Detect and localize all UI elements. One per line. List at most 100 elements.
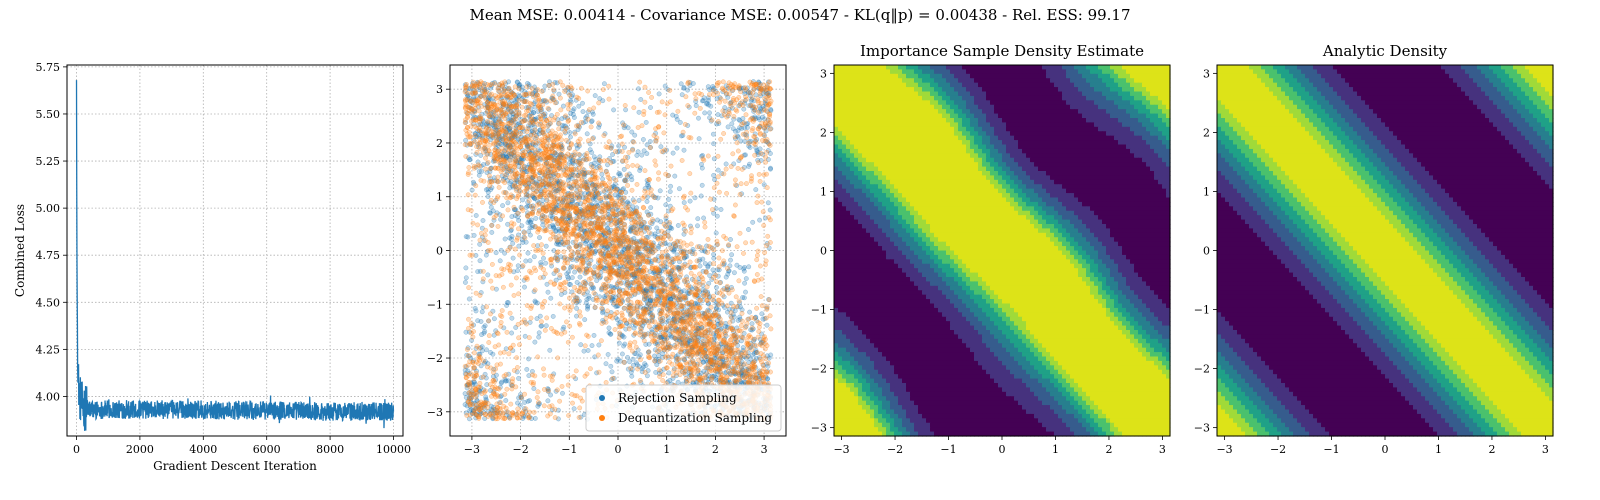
scatter-point [707,110,712,116]
scatter-point [471,181,477,187]
scatter-point [768,165,773,171]
scatter-point [550,313,556,319]
scatter-point [696,115,701,121]
scatter-point [494,123,500,128]
scatter-point [509,315,515,321]
scatter-point [571,374,577,379]
scatter-point [488,204,494,210]
scatter-point [495,142,501,148]
scatter-point [520,197,526,203]
scatter-point [636,285,642,291]
scatter-point [674,145,680,151]
scatter-point [646,90,652,95]
scatter-point [485,272,491,278]
scatter-point [502,236,508,242]
x-tick-label: −2 [512,443,528,456]
scatter-point [575,298,581,304]
scatter-point [711,141,717,147]
scatter-point [658,219,664,225]
scatter-point [463,275,469,281]
scatter-point [692,195,698,201]
scatter-point [483,187,489,193]
scatter-point [768,352,774,358]
scatter-point [518,394,524,400]
scatter-point [510,376,516,382]
scatter-point [711,337,717,343]
scatter-point [580,109,586,115]
scatter-point [504,300,510,306]
scatter-point [555,179,561,185]
scatter-point [541,255,546,261]
x-tick-label: 0 [73,443,80,456]
scatter-point [748,102,754,108]
scatter-point [655,228,661,234]
scatter-point [603,249,608,255]
scatter-point [699,182,705,188]
scatter-point [586,107,592,113]
loss-series-line [75,80,395,431]
scatter-point [466,296,472,302]
scatter-point [488,200,494,206]
scatter-point [484,103,490,108]
scatter-point [596,369,602,375]
scatter-point [716,189,722,195]
scatter-point [649,319,655,325]
scatter-point [736,298,742,304]
scatter-point [497,258,503,264]
scatter-point [473,308,479,314]
scatter-point [465,90,471,96]
scatter-point [490,351,496,357]
scatter-point [483,227,489,233]
scatter-point [559,185,565,191]
scatter-point [676,186,682,192]
scatter-point [732,134,738,140]
scatter-point [560,103,566,109]
scatter-point [737,117,743,123]
scatter-point [668,183,674,189]
scatter-point [490,134,496,140]
scatter-point [552,415,558,421]
scatter-point [542,172,548,178]
scatter-point [473,115,479,121]
scatter-point [695,367,701,373]
scatter-point [479,133,485,139]
scatter-point [493,250,499,256]
scatter-point [725,287,731,293]
scatter-point [629,373,635,379]
scatter-point [589,281,595,287]
scatter-point [707,341,713,346]
scatter-point [550,224,556,230]
scatter-point [638,97,644,102]
scatter-point [543,243,549,249]
scatter-point [578,190,584,196]
scatter-point [534,316,540,322]
scatter-point [526,113,532,119]
scatter-point [729,252,735,258]
scatter-point [743,112,749,118]
x-tick-label: 2 [712,443,719,456]
x-tick-label: 2000 [126,443,154,456]
scatter-point [520,118,526,124]
scatter-point [507,175,513,181]
scatter-point [536,334,542,340]
scatter-point [555,241,561,247]
scatter-point [473,213,479,218]
scatter-point [632,339,638,345]
scatter-point [610,375,616,381]
scatter-point [498,380,504,386]
scatter-point [578,227,583,233]
scatter-point [471,232,477,238]
x-tick-label: 3 [761,443,768,456]
scatter-point [654,225,660,231]
scatter-point [532,298,538,304]
scatter-point [526,356,532,362]
scatter-point [668,245,674,251]
scatter-point [768,166,773,172]
scatter-point [757,217,763,223]
scatter-point [695,338,701,344]
scatter-point [539,88,545,94]
scatter-point [561,264,567,270]
scatter-point [603,319,609,325]
scatter-point [525,214,531,220]
